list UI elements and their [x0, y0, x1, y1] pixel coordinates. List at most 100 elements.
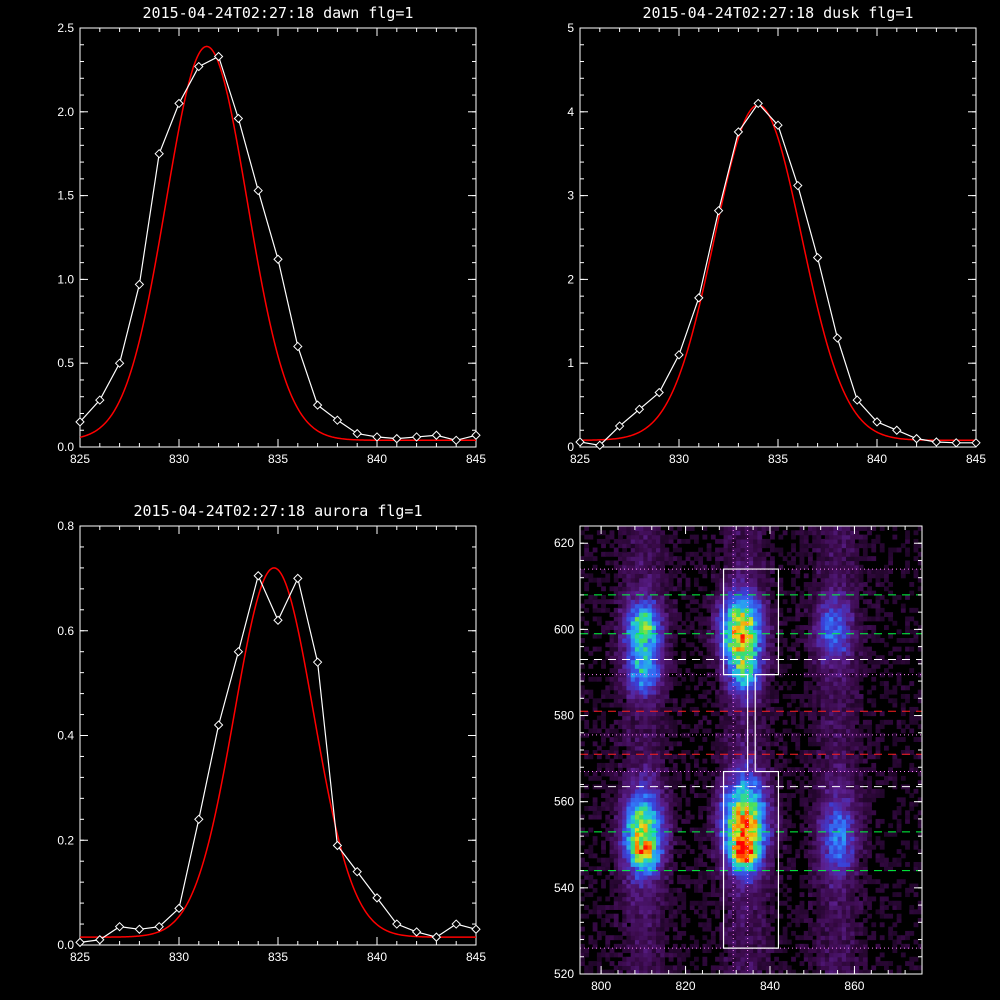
heatmap-cell [605, 620, 611, 626]
heatmap-cell [672, 969, 678, 975]
heatmap-cell [732, 918, 737, 923]
heatmap-cell [727, 650, 733, 656]
heatmap-cell [609, 810, 615, 816]
heatmap-cell [867, 780, 872, 786]
heatmap-cell [753, 801, 758, 807]
heatmap-cell [647, 780, 653, 786]
heatmap-cell [850, 926, 856, 932]
heatmap-cell [736, 732, 742, 738]
heatmap-cell [647, 887, 653, 893]
heatmap-cell [647, 771, 653, 777]
heatmap-cell [672, 719, 678, 725]
heatmap-cell [677, 956, 682, 962]
heatmap-cell [791, 823, 796, 829]
heatmap-cell [841, 965, 847, 971]
heatmap-cell [647, 745, 653, 751]
heatmap-cell [820, 823, 826, 829]
heatmap-cell [795, 638, 801, 643]
heatmap-cell [681, 638, 687, 643]
y-tick-label: 0.5 [57, 356, 74, 370]
heatmap-cell [858, 788, 864, 794]
heatmap-cell [660, 935, 666, 941]
heatmap-cell [846, 801, 851, 807]
heatmap-cell [875, 737, 881, 742]
heatmap-cell [846, 715, 851, 721]
heatmap-cell [651, 818, 657, 824]
heatmap-cell [588, 879, 594, 885]
heatmap-cell [820, 922, 826, 928]
heatmap-cell [740, 810, 746, 816]
heatmap-cell [630, 689, 636, 695]
heatmap-cell [664, 969, 670, 975]
heatmap-cell [626, 943, 632, 949]
heatmap-cell [761, 663, 767, 669]
heatmap-cell [837, 844, 843, 850]
heatmap-cell [660, 780, 666, 786]
heatmap-cell [727, 737, 733, 742]
heatmap-cell [833, 918, 839, 923]
heatmap-cell [820, 896, 826, 902]
heatmap-cell [748, 883, 754, 889]
heatmap-cell [808, 874, 813, 880]
heatmap-cell [837, 638, 843, 643]
y-tick-label: 2.0 [57, 105, 74, 119]
heatmap-cell [862, 711, 868, 717]
heatmap-cell [647, 694, 653, 699]
heatmap-cell [888, 913, 894, 919]
heatmap-cell [740, 913, 746, 919]
heatmap-cell [744, 952, 750, 958]
heatmap-cell [622, 948, 628, 954]
heatmap-cell [727, 754, 733, 760]
heatmap-cell [647, 711, 653, 717]
heatmap-cell [799, 892, 805, 898]
heatmap-cell [727, 633, 733, 639]
heatmap-cell [643, 642, 649, 648]
heatmap-cell [732, 922, 737, 928]
heatmap-cell [748, 663, 754, 669]
heatmap-cell [668, 866, 674, 872]
heatmap-cell [596, 728, 602, 734]
heatmap-cell [744, 870, 750, 876]
heatmap-cell [651, 793, 657, 798]
heatmap-cell [660, 862, 666, 867]
heatmap-cell [656, 814, 661, 820]
heatmap-cell [664, 754, 670, 760]
heatmap-cell [740, 943, 746, 949]
heatmap-cell [613, 831, 619, 837]
heatmap-cell [862, 943, 868, 949]
heatmap-cell [630, 909, 636, 915]
heatmap-cell [630, 892, 636, 898]
heatmap-cell [647, 638, 653, 643]
heatmap-cell [643, 913, 649, 919]
heatmap-cell [824, 745, 830, 751]
heatmap-cell [664, 806, 670, 811]
heatmap-cell [664, 629, 670, 635]
heatmap-cell [846, 879, 851, 885]
heatmap-cell [710, 741, 716, 747]
heatmap-cell [634, 930, 640, 936]
heatmap-cell [660, 905, 666, 910]
heatmap-cell [706, 655, 712, 661]
heatmap-cell [647, 922, 653, 928]
heatmap-cell [896, 762, 902, 768]
heatmap-cell [639, 874, 644, 880]
heatmap-cell [584, 849, 590, 854]
heatmap-cell [715, 672, 720, 678]
heatmap-cell [596, 814, 602, 820]
heatmap-cell [871, 965, 877, 971]
heatmap-cell [896, 857, 902, 863]
heatmap-cell [723, 689, 729, 695]
heatmap-cell [634, 948, 640, 954]
heatmap-cell [841, 694, 847, 699]
heatmap-cell [715, 633, 720, 639]
heatmap-cell [816, 698, 822, 704]
heatmap-cell [618, 762, 623, 768]
heatmap-cell [651, 719, 657, 725]
heatmap-cell [761, 737, 767, 742]
heatmap-cell [770, 883, 775, 889]
heatmap-cell [748, 775, 754, 781]
heatmap-cell [622, 939, 628, 945]
heatmap-cell [588, 754, 594, 760]
heatmap-cell [630, 728, 636, 734]
heatmap-cell [740, 650, 746, 656]
